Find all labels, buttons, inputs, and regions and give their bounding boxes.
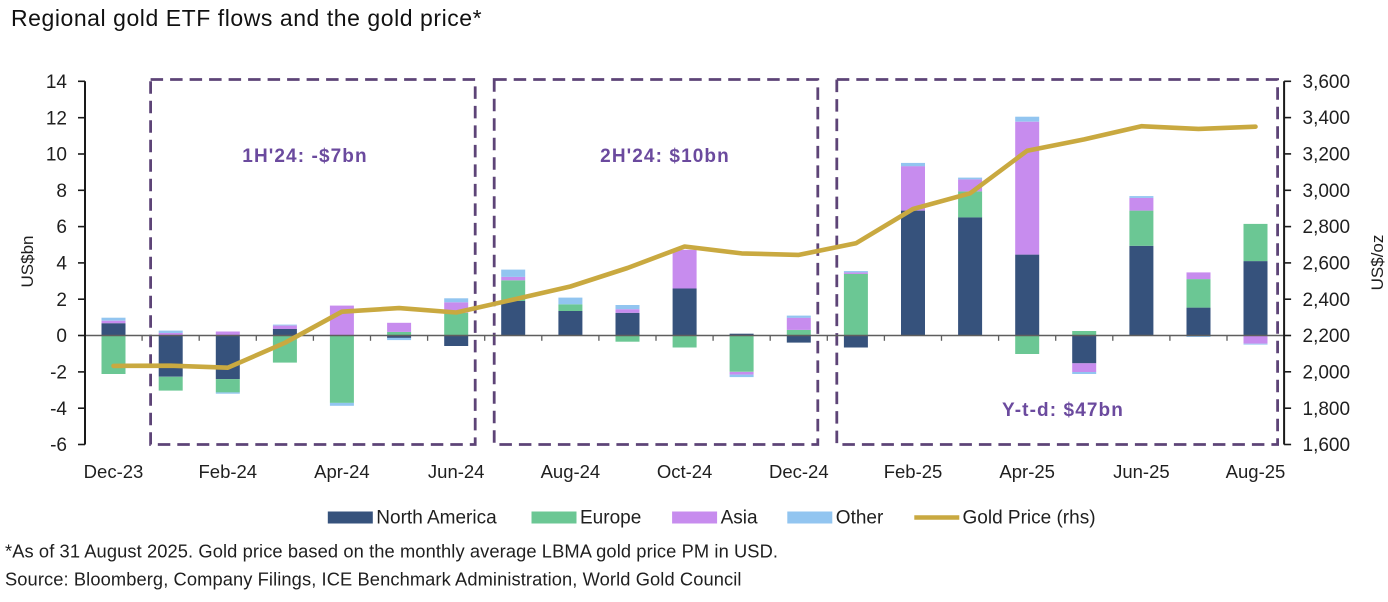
svg-text:Source: Bloomberg, Company Fil: Source: Bloomberg, Company Filings, ICE …: [5, 569, 742, 590]
svg-text:1,800: 1,800: [1303, 399, 1351, 420]
svg-text:Y-t-d: $47bn: Y-t-d: $47bn: [1002, 400, 1124, 421]
svg-text:1,600: 1,600: [1303, 435, 1351, 456]
svg-text:North America: North America: [376, 508, 497, 529]
svg-text:8: 8: [56, 181, 67, 202]
svg-text:Aug-25: Aug-25: [1226, 461, 1286, 482]
svg-text:1H'24: -$7bn: 1H'24: -$7bn: [242, 146, 367, 167]
svg-text:Jun-25: Jun-25: [1113, 461, 1170, 482]
svg-text:US$bn: US$bn: [18, 236, 37, 288]
svg-text:2,800: 2,800: [1303, 217, 1351, 238]
svg-text:Oct-24: Oct-24: [657, 461, 713, 482]
svg-text:3,600: 3,600: [1303, 72, 1351, 93]
svg-text:Dec-24: Dec-24: [769, 461, 829, 482]
svg-text:2,400: 2,400: [1303, 290, 1351, 311]
svg-text:6: 6: [56, 217, 67, 238]
svg-text:4: 4: [56, 254, 67, 275]
svg-text:-6: -6: [50, 435, 67, 456]
svg-text:2,000: 2,000: [1303, 362, 1351, 383]
svg-text:2H'24: $10bn: 2H'24: $10bn: [600, 146, 730, 167]
svg-text:10: 10: [46, 145, 67, 166]
svg-text:Regional gold ETF flows and th: Regional gold ETF flows and the gold pri…: [11, 5, 482, 31]
svg-text:2: 2: [56, 290, 67, 311]
svg-text:14: 14: [46, 72, 68, 93]
svg-text:Asia: Asia: [721, 508, 758, 529]
svg-text:0: 0: [56, 326, 67, 347]
svg-text:3,000: 3,000: [1303, 181, 1351, 202]
svg-text:Aug-24: Aug-24: [541, 461, 601, 482]
svg-text:US$/oz: US$/oz: [1368, 235, 1387, 291]
svg-text:*As of 31 August 2025. Gold pr: *As of 31 August 2025. Gold price based …: [5, 541, 778, 562]
svg-text:3,200: 3,200: [1303, 145, 1351, 166]
svg-text:Feb-24: Feb-24: [198, 461, 257, 482]
svg-text:12: 12: [46, 108, 67, 129]
svg-text:Europe: Europe: [580, 508, 641, 529]
svg-text:2,600: 2,600: [1303, 254, 1351, 275]
svg-text:Gold Price (rhs): Gold Price (rhs): [963, 508, 1096, 529]
svg-text:3,400: 3,400: [1303, 108, 1351, 129]
svg-text:-2: -2: [50, 363, 67, 384]
svg-text:Apr-25: Apr-25: [999, 461, 1055, 482]
svg-text:Dec-23: Dec-23: [84, 461, 144, 482]
svg-text:Feb-25: Feb-25: [884, 461, 943, 482]
svg-text:Other: Other: [836, 508, 884, 529]
svg-text:Jun-24: Jun-24: [428, 461, 485, 482]
svg-text:Apr-24: Apr-24: [314, 461, 370, 482]
svg-text:-4: -4: [50, 399, 67, 420]
svg-text:2,200: 2,200: [1303, 326, 1351, 347]
